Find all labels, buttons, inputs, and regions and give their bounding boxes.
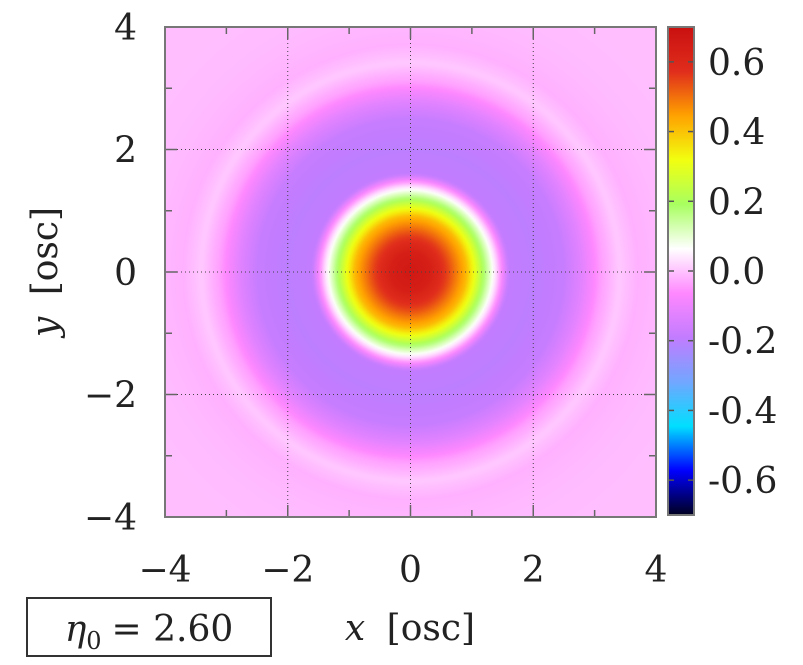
colorbar-tick-label: 0.4 xyxy=(708,113,765,154)
x-axis-var: x xyxy=(345,608,365,649)
annotation-text: η0 = 2.60 xyxy=(65,609,234,655)
y-tick-label: −2 xyxy=(84,376,137,417)
annotation-value: = 2.60 xyxy=(112,609,234,650)
x-axis-label: x [osc] xyxy=(345,608,475,649)
y-tick-labels: −4 −2 0 2 4 xyxy=(84,8,137,539)
annotation-box xyxy=(26,597,272,657)
x-tick-label: 4 xyxy=(645,550,668,591)
y-tick-label: 0 xyxy=(114,253,137,294)
grid-lines xyxy=(165,27,656,517)
x-tick-label: 0 xyxy=(399,550,422,591)
colorbar-tick-label: -0.6 xyxy=(708,461,777,502)
y-tick-label: 4 xyxy=(114,8,137,49)
annotation-subscript: 0 xyxy=(86,627,101,655)
colorbar-tick-label: 0.6 xyxy=(708,43,765,84)
plot-frame xyxy=(164,26,657,518)
x-axis-unit: [osc] xyxy=(387,608,475,649)
x-tick-labels: −4 −2 0 2 4 xyxy=(138,550,667,591)
colorbar-tick-label: 0.0 xyxy=(708,252,765,293)
x-tick-label: −4 xyxy=(138,550,191,591)
y-tick-label: −4 xyxy=(84,498,137,539)
y-axis-label: y [osc] xyxy=(25,207,66,339)
annotation-symbol: η xyxy=(65,609,87,650)
colorbar-tick-labels: 0.6 0.4 0.2 0.0 -0.2 -0.4 -0.6 xyxy=(708,43,777,502)
y-tick-label: 2 xyxy=(114,131,137,172)
colorbar-tick-label: -0.4 xyxy=(708,391,777,432)
y-axis-unit: [osc] xyxy=(25,207,66,295)
colorbar-tick-label: 0.2 xyxy=(708,182,765,223)
x-tick-label: 2 xyxy=(522,550,545,591)
colorbar-tick-label: -0.2 xyxy=(708,322,777,363)
y-axis-var: y xyxy=(25,316,66,339)
colorbar-frame xyxy=(667,26,695,516)
x-tick-label: −2 xyxy=(261,550,314,591)
